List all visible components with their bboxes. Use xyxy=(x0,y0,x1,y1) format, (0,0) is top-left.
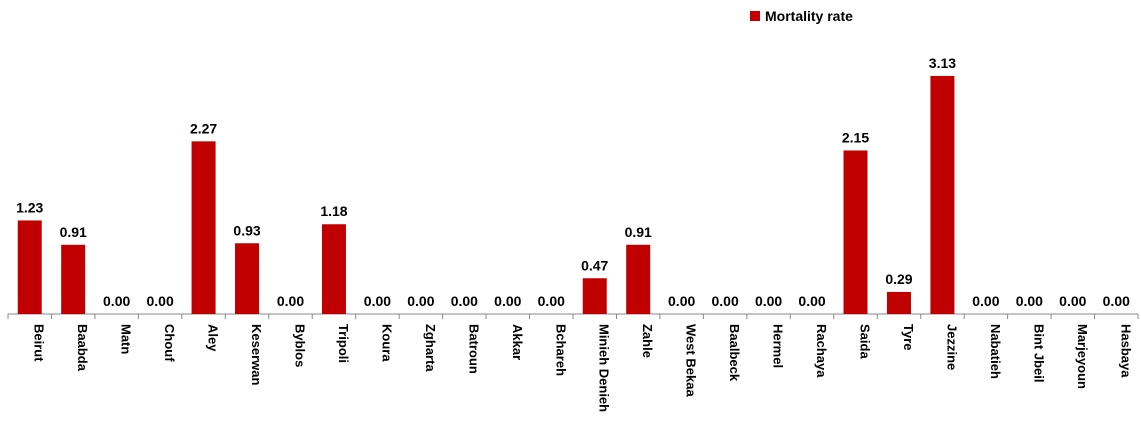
value-label: 0.00 xyxy=(1016,293,1043,309)
category-label: Baalbeck xyxy=(727,324,742,382)
category-label: Tripoli xyxy=(336,324,351,363)
category-label: Jezzine xyxy=(944,324,959,370)
value-label: 2.27 xyxy=(190,120,217,136)
legend: Mortality rate xyxy=(750,8,853,24)
value-label: 0.00 xyxy=(755,293,782,309)
category-label: Byblos xyxy=(293,324,308,367)
bar-zahle xyxy=(626,244,651,314)
category-label: Nabatieh xyxy=(988,324,1003,379)
value-label: 0.00 xyxy=(972,293,999,309)
bar-saida xyxy=(843,150,868,314)
legend-label-mortality: Mortality rate xyxy=(765,8,853,24)
category-label: Hermel xyxy=(771,324,786,368)
bar-jezzine xyxy=(930,75,955,315)
value-label: 0.00 xyxy=(1103,293,1130,309)
category-label: Baabda xyxy=(75,324,90,372)
value-label: 0.00 xyxy=(538,293,565,309)
value-labels-group: 1.23 0.91 0.00 0.00 2.27 0.93 0.00 1.18 0.00 0.00… xyxy=(16,55,1130,309)
bar-tyre xyxy=(886,291,911,314)
value-label: 0.00 xyxy=(798,293,825,309)
category-labels-group: Beirut Baabda Matn Chouf Aley Keserwan Byblos T… xyxy=(32,324,1134,412)
category-label: Bint Jbeil xyxy=(1031,324,1046,383)
bar-tripoli xyxy=(321,224,346,314)
category-label: Keserwan xyxy=(249,324,264,385)
value-label: 0.91 xyxy=(625,224,652,240)
category-label: West Bekaa xyxy=(684,324,699,398)
category-label: Marjeyoun xyxy=(1075,324,1090,389)
value-label: 0.00 xyxy=(451,293,478,309)
value-label: 0.29 xyxy=(885,271,912,287)
category-label: Zahle xyxy=(640,324,655,358)
category-label: Chouf xyxy=(162,324,177,362)
category-label: Bchareh xyxy=(553,324,568,376)
value-label: 1.18 xyxy=(320,203,347,219)
bar-aley xyxy=(191,141,216,314)
value-label: 0.00 xyxy=(103,293,130,309)
bars-group xyxy=(17,75,955,315)
bar-keserwan xyxy=(235,243,260,314)
x-axis-ticks xyxy=(7,314,1139,319)
category-label: Matn xyxy=(119,324,134,354)
value-label: 0.93 xyxy=(233,222,260,238)
category-label: Aley xyxy=(206,324,221,352)
value-label: 0.47 xyxy=(581,257,608,273)
category-label: Koura xyxy=(379,324,394,362)
value-label: 0.00 xyxy=(146,293,173,309)
category-label: Tyre xyxy=(901,324,916,351)
legend-swatch-mortality xyxy=(750,11,760,21)
bar-baabda xyxy=(61,244,86,314)
value-label: 0.00 xyxy=(277,293,304,309)
value-label: 0.91 xyxy=(60,224,87,240)
value-label: 0.00 xyxy=(711,293,738,309)
bar-minieh-denieh xyxy=(582,278,607,314)
value-label: 2.15 xyxy=(842,129,869,145)
category-label: Batroun xyxy=(466,324,481,374)
value-label: 3.13 xyxy=(929,55,956,71)
value-label: 0.00 xyxy=(494,293,521,309)
value-label: 0.00 xyxy=(668,293,695,309)
category-label: Akkar xyxy=(510,324,525,360)
value-label: 1.23 xyxy=(16,199,43,215)
category-label: Rachaya xyxy=(814,324,829,378)
category-label: Minieh Denieh xyxy=(597,324,612,412)
bar-beirut xyxy=(17,220,42,314)
value-label: 0.00 xyxy=(407,293,434,309)
category-label: Beirut xyxy=(32,324,47,362)
value-label: 0.00 xyxy=(364,293,391,309)
category-label: Saida xyxy=(858,324,873,359)
category-label: Hasbaya xyxy=(1118,324,1133,378)
value-label: 0.00 xyxy=(1059,293,1086,309)
category-label: Zgharta xyxy=(423,324,438,372)
